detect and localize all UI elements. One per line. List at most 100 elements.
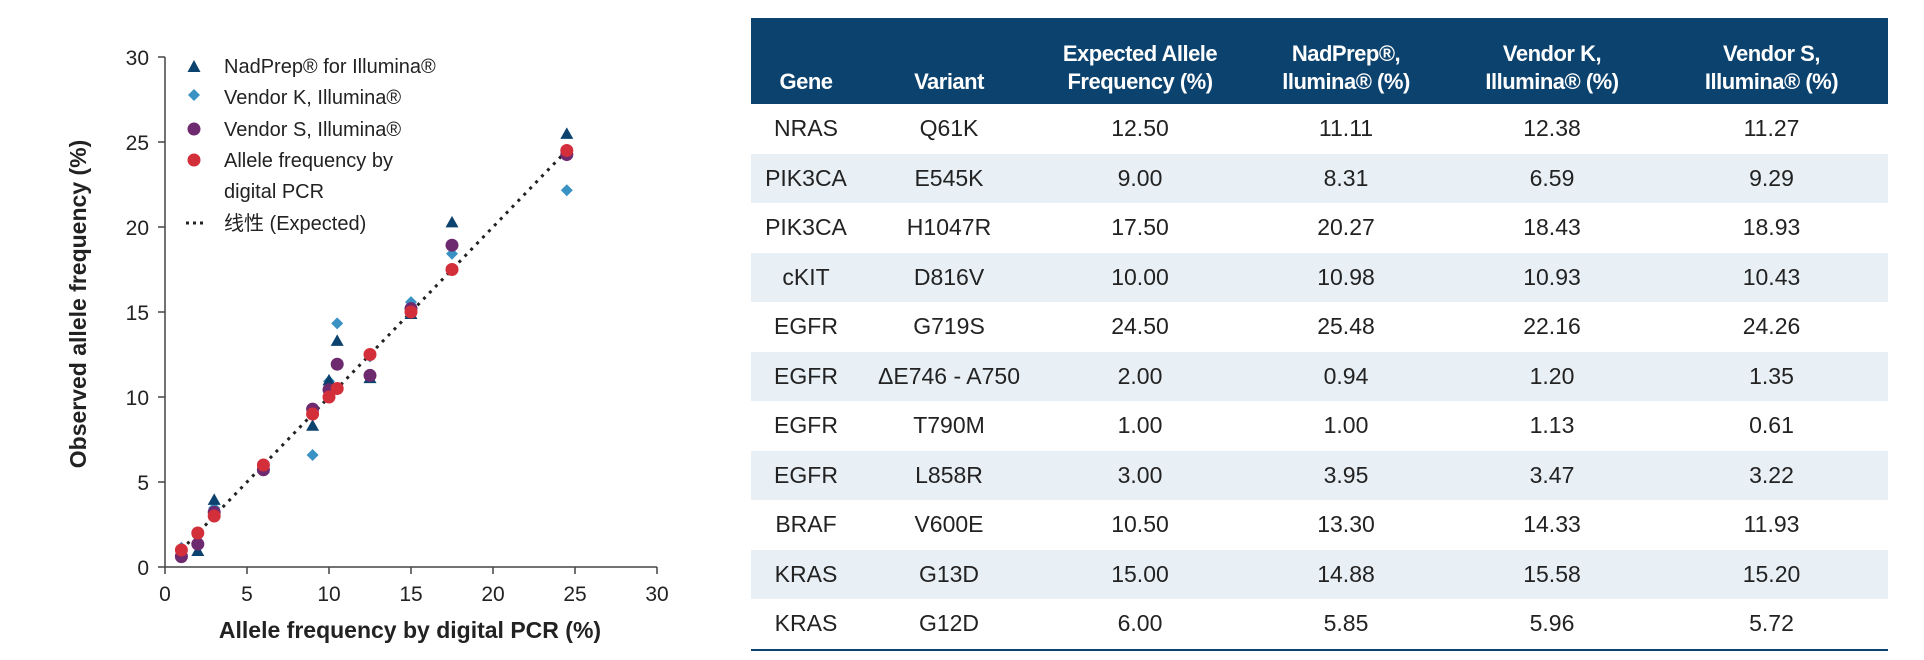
table-row: NRAS Q61K 12.50 11.11 12.38 11.27 — [751, 104, 1888, 154]
table-cell: 11.93 — [1743, 511, 1800, 538]
scatter-chart: 0 5 10 15 20 25 30 0 5 10 15 20 25 30 Observed allele… — [0, 0, 720, 660]
data-table: Gene Variant Expected Allele Frequency (%) N… — [751, 18, 1888, 651]
table-cell: PIK3CA — [765, 214, 847, 241]
table-cell: 3.95 — [1243, 450, 1449, 500]
x-tick-label: 10 — [317, 583, 340, 606]
y-tick-label: 30 — [126, 47, 149, 70]
nadprep-data-point — [330, 334, 344, 346]
column-header-line2: Illumina® (%) — [1704, 69, 1839, 94]
dpcr-data-point — [174, 543, 188, 557]
column-header-line2: Frequency (%) — [1067, 69, 1213, 94]
column-header: Expected Allele Frequency (%) — [1037, 18, 1243, 104]
table-row: KRAS G13D 15.00 14.88 15.58 15.20 — [751, 549, 1888, 599]
y-tick-label: 0 — [137, 557, 149, 580]
column-header-line2: llumina® (%) — [1282, 69, 1410, 94]
table-cell: 6.00 — [1037, 599, 1243, 651]
table-cell: T790M — [913, 412, 985, 439]
x-tick-label: 20 — [481, 583, 504, 606]
table-cell: V600E — [914, 511, 984, 538]
table-cell: 1.35 — [1655, 351, 1888, 401]
table-cell: 3.00 — [1037, 450, 1243, 500]
column-header: Gene — [751, 18, 861, 104]
table-cell: 9.29 — [1655, 153, 1888, 203]
table-cell: 10.93 — [1449, 252, 1655, 302]
table-cell: Q61K — [919, 115, 979, 142]
chart-svg: 0 5 10 15 20 25 30 0 5 10 15 20 25 30 Observed allele… — [65, 47, 669, 643]
table-cell: 15.00 — [1037, 549, 1243, 599]
table-cell: 3.22 — [1655, 450, 1888, 500]
table-cell: H1047R — [906, 214, 992, 241]
dpcr-data-point — [404, 305, 418, 319]
table-cell: 3.47 — [1449, 450, 1655, 500]
table-cell: 1.00 — [1117, 412, 1163, 439]
x-tick-label: 15 — [399, 583, 422, 606]
vendor-s-data-point — [330, 357, 344, 371]
column-header: Vendor K, Illumina® (%) — [1449, 18, 1655, 104]
table-cell: 17.50 — [1111, 214, 1169, 241]
allele-frequency-table: Gene Variant Expected Allele Frequency (%) N… — [751, 18, 1888, 651]
vendor-s-data-point — [445, 238, 459, 252]
table-cell: 0.94 — [1243, 351, 1449, 401]
legend-label-dpcr-line1: Allele frequency by — [224, 150, 393, 172]
column-header-line1: NadPrep®, — [1291, 41, 1401, 66]
table-cell: 25.48 — [1317, 313, 1375, 340]
table-cell: PIK3CA — [751, 153, 861, 203]
table-cell: 24.50 — [1111, 313, 1169, 340]
legend-diamond-marker — [188, 89, 200, 101]
table-row: EGFR ΔE746 - A750 2.00 0.94 1.20 1.35 — [751, 351, 1888, 401]
table-header-row: Gene Variant Expected Allele Frequency (%) N… — [751, 18, 1888, 104]
column-header-line2: Variant — [914, 69, 984, 94]
table-cell: 24.26 — [1742, 313, 1801, 340]
table-cell: G13D — [861, 549, 1037, 599]
legend-purple-circle-marker — [187, 122, 201, 136]
dpcr-data-point — [445, 263, 459, 276]
data-points — [174, 127, 574, 564]
table-cell: 0.61 — [1749, 412, 1794, 439]
table-cell: 14.88 — [1243, 549, 1449, 599]
table-cell: 5.72 — [1655, 599, 1888, 651]
column-header: Variant — [861, 18, 1037, 104]
table-cell: 12.50 — [1111, 115, 1169, 142]
nadprep-data-point — [322, 373, 336, 386]
table-cell: D816V — [861, 252, 1037, 302]
table-row: KRAS G12D 6.00 5.85 5.96 5.72 — [751, 599, 1888, 651]
y-tick-label: 25 — [126, 132, 149, 155]
table-cell: 10.50 — [1111, 511, 1169, 538]
table-cell: 8.31 — [1243, 153, 1449, 203]
table-cell: EGFR — [751, 351, 861, 401]
table-cell: 18.43 — [1523, 214, 1581, 241]
legend-red-circle-marker — [187, 153, 201, 167]
table-cell: 15.20 — [1655, 549, 1888, 599]
table-row: cKIT D816V 10.00 10.98 10.93 10.43 — [751, 252, 1888, 302]
table-cell: 5.96 — [1449, 599, 1655, 651]
x-tick-label: 30 — [645, 583, 668, 606]
table-cell: G12D — [861, 599, 1037, 651]
table-cell: cKIT — [751, 252, 861, 302]
axes: 0 5 10 15 20 25 30 0 5 10 15 20 25 30 — [126, 47, 669, 606]
column-header-line1: Vendor K, — [1502, 41, 1602, 66]
y-axis-label: Observed allele frequency (%) — [65, 140, 91, 469]
table-cell: L858R — [861, 450, 1037, 500]
legend: NadPrep® for Illumina® Vendor K, Illumin… — [186, 56, 436, 235]
table-cell: NRAS — [774, 115, 838, 142]
table-cell: 11.27 — [1743, 115, 1800, 142]
vendor-k-data-point — [331, 317, 344, 330]
x-tick-label: 0 — [159, 583, 171, 606]
table-cell: G719S — [913, 313, 985, 340]
table-cell: KRAS — [751, 599, 861, 651]
table-cell: 20.27 — [1317, 214, 1375, 241]
column-header-line2: Gene — [779, 69, 833, 94]
y-tick-label: 10 — [126, 387, 149, 410]
table-cell: 2.00 — [1037, 351, 1243, 401]
y-tick-label: 20 — [126, 217, 149, 240]
vendor-s-data-point — [363, 368, 377, 382]
column-header-line1: Vendor S, — [1723, 41, 1820, 66]
nadprep-data-point — [207, 493, 221, 505]
x-tick-label: 5 — [241, 583, 253, 606]
table-header: Gene Variant Expected Allele Frequency (%) N… — [751, 18, 1888, 104]
nadprep-data-point — [445, 215, 459, 228]
table-cell: ΔE746 - A750 — [861, 351, 1037, 401]
column-header: NadPrep®, llumina® (%) — [1243, 18, 1449, 104]
nadprep-data-point — [560, 127, 574, 139]
table-cell: 12.38 — [1523, 115, 1581, 142]
